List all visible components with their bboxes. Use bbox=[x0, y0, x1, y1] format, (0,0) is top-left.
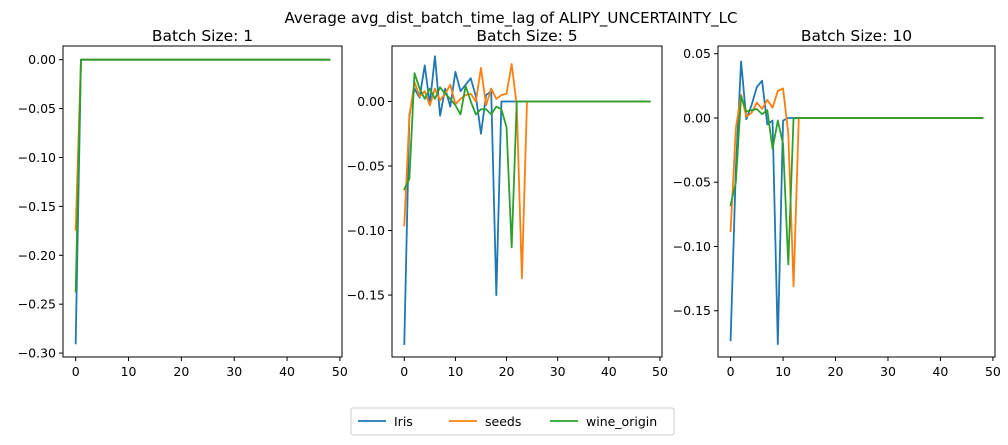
subplot-2: Batch Size: 5 0 10 20 30 40 50 −0.15 −0.10 −0.05 0… bbox=[347, 27, 668, 379]
series-line-seeds bbox=[74, 58, 331, 231]
x-tick-label: 30 bbox=[880, 364, 896, 379]
x-tick-label: 10 bbox=[775, 364, 791, 379]
series-line-iris bbox=[729, 60, 984, 346]
series-group bbox=[403, 55, 651, 346]
x-tick-label: 0 bbox=[400, 364, 408, 379]
y-tick-label: −0.05 bbox=[18, 101, 56, 116]
y-tick-label: −0.15 bbox=[673, 303, 711, 318]
x-tick-label: 50 bbox=[985, 364, 1001, 379]
x-tick-label: 40 bbox=[601, 364, 617, 379]
y-tick-label: −0.05 bbox=[673, 175, 711, 190]
subplot-title: Batch Size: 1 bbox=[152, 27, 253, 45]
y-tick-label: −0.10 bbox=[18, 150, 56, 165]
legend-frame bbox=[350, 407, 675, 436]
subplot-1: Batch Size: 1 0 10 20 30 40 50 −0.30 −0.25 −0.20 −… bbox=[18, 27, 348, 379]
x-tick-label: 20 bbox=[828, 364, 844, 379]
x-tick-label: 10 bbox=[447, 364, 463, 379]
figure-title: Average avg_dist_batch_time_lag of ALIPY… bbox=[285, 9, 738, 28]
series-line-iris bbox=[74, 58, 331, 345]
subplot-title: Batch Size: 5 bbox=[476, 27, 577, 45]
x-tick-label: 50 bbox=[332, 364, 348, 379]
axes-frame bbox=[717, 45, 996, 358]
y-tick-label: −0.10 bbox=[347, 223, 385, 238]
axes-frame bbox=[62, 45, 343, 358]
y-tick-label: 0.05 bbox=[683, 46, 711, 61]
axes-frame bbox=[391, 45, 663, 358]
x-tick-label: 30 bbox=[550, 364, 566, 379]
y-tick-label: 0.00 bbox=[357, 94, 385, 109]
y-tick-label: −0.15 bbox=[18, 199, 56, 214]
x-tick-label: 40 bbox=[932, 364, 948, 379]
y-tick-label: −0.25 bbox=[18, 297, 56, 312]
series-line-seeds bbox=[403, 63, 651, 280]
y-tick-label: −0.20 bbox=[18, 248, 56, 263]
series-line-wine-origin bbox=[403, 72, 651, 249]
legend-label-wine-origin: wine_origin bbox=[586, 414, 657, 429]
x-tick-label: 10 bbox=[121, 364, 137, 379]
series-line-iris bbox=[403, 55, 651, 346]
subplot-title: Batch Size: 10 bbox=[801, 27, 912, 45]
x-tick-label: 50 bbox=[652, 364, 668, 379]
legend-label-seeds: seeds bbox=[485, 414, 521, 429]
x-tick-label: 0 bbox=[72, 364, 80, 379]
y-tick-label: 0.00 bbox=[28, 52, 56, 67]
x-tick-label: 20 bbox=[173, 364, 189, 379]
y-tick-label: −0.05 bbox=[347, 159, 385, 174]
x-tick-label: 30 bbox=[226, 364, 242, 379]
subplot-3: Batch Size: 10 0 10 20 30 40 50 −0.15 −0.10 −0.05… bbox=[673, 27, 1001, 379]
legend-label-iris: Iris bbox=[394, 414, 413, 429]
x-tick-label: 40 bbox=[279, 364, 295, 379]
y-tick-label: 0.00 bbox=[683, 110, 711, 125]
y-tick-label: −0.15 bbox=[347, 288, 385, 303]
y-tick-label: −0.30 bbox=[18, 346, 56, 361]
series-line-wine-origin bbox=[74, 58, 331, 293]
y-tick-label: −0.10 bbox=[673, 239, 711, 254]
x-tick-label: 20 bbox=[499, 364, 515, 379]
series-group bbox=[74, 58, 331, 345]
x-tick-label: 0 bbox=[727, 364, 735, 379]
series-group bbox=[729, 60, 984, 346]
legend: Iris seeds wine_origin bbox=[350, 407, 675, 436]
series-line-wine-origin bbox=[729, 95, 984, 266]
subplots: Batch Size: 10 10 20 30 40 50−0.30−0.25−0.20−… bbox=[18, 27, 1001, 379]
